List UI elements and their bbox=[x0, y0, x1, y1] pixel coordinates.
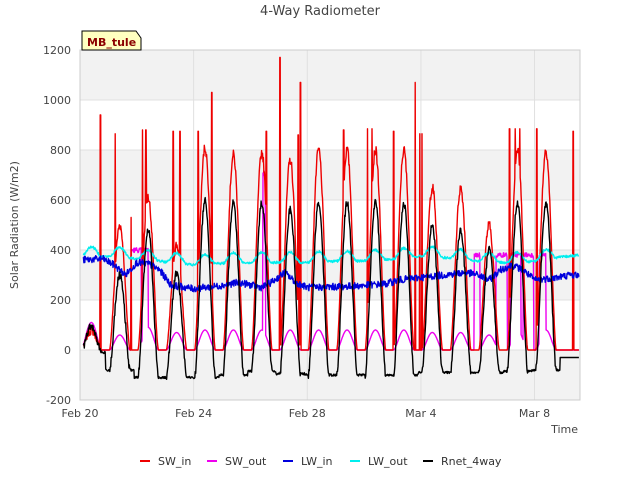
x-tick-label: Mar 8 bbox=[519, 407, 550, 420]
plot-frame bbox=[79, 49, 581, 401]
grid-lines bbox=[79, 49, 580, 401]
y-tick-label: 1000 bbox=[43, 94, 71, 107]
x-tick-label: Feb 28 bbox=[289, 407, 326, 420]
y-tick-label: -200 bbox=[46, 394, 71, 407]
background-band bbox=[80, 50, 580, 100]
x-tick-label: Feb 20 bbox=[62, 407, 99, 420]
legend-label: SW_in bbox=[158, 455, 191, 468]
x-tick-label: Mar 4 bbox=[405, 407, 436, 420]
series-layer bbox=[82, 56, 580, 380]
plot-background-bands bbox=[80, 50, 580, 400]
chart-title: 4-Way Radiometer bbox=[260, 4, 381, 19]
y-tick-label: 800 bbox=[50, 144, 71, 157]
y-tick-label: 1200 bbox=[43, 44, 71, 57]
legend-label: SW_out bbox=[225, 455, 267, 468]
y-tick-label: 400 bbox=[50, 244, 71, 257]
site-label: MB_tule bbox=[87, 36, 136, 49]
series-line-lw-in bbox=[82, 255, 580, 293]
y-axis-title: Solar Radiation (W/m2) bbox=[8, 161, 21, 289]
legend-label: Rnet_4way bbox=[441, 455, 502, 468]
x-tick-labels: Feb 20 Feb 24 Feb 28 Mar 4 Mar 8 bbox=[62, 407, 551, 420]
x-axis-title: Time bbox=[550, 423, 578, 436]
y-tick-labels: -200 0 200 400 600 800 1000 1200 bbox=[43, 44, 71, 407]
x-tick-label: Feb 24 bbox=[175, 407, 212, 420]
site-label-shape bbox=[81, 30, 142, 51]
legend: SW_in SW_out LW_in LW_out Rnet_4way bbox=[140, 455, 502, 468]
y-tick-label: 600 bbox=[50, 194, 71, 207]
legend-label: LW_out bbox=[368, 455, 408, 468]
y-tick-label: 0 bbox=[64, 344, 71, 357]
legend-label: LW_in bbox=[301, 455, 333, 468]
series-line-lw-out bbox=[82, 245, 580, 267]
series-line-sw-in bbox=[82, 56, 580, 351]
site-label-box: MB_tule bbox=[81, 30, 142, 51]
series-line-rnet-4way bbox=[82, 196, 580, 380]
y-tick-label: 200 bbox=[50, 294, 71, 307]
background-band bbox=[80, 150, 580, 200]
